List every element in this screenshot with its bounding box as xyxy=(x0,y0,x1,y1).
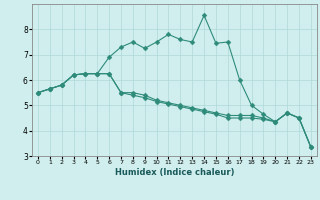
X-axis label: Humidex (Indice chaleur): Humidex (Indice chaleur) xyxy=(115,168,234,177)
